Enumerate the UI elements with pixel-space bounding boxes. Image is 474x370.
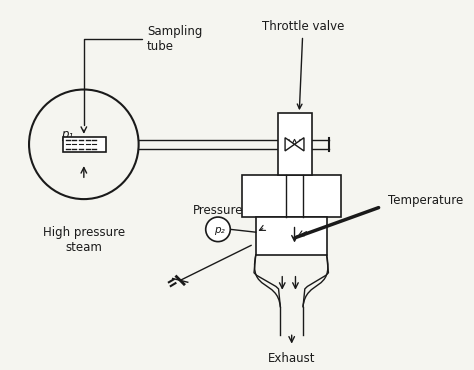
Bar bbox=[256, 217, 327, 255]
Text: Sampling
tube: Sampling tube bbox=[84, 25, 202, 125]
Text: p₁: p₁ bbox=[61, 128, 73, 141]
Text: Temperature: Temperature bbox=[388, 195, 463, 208]
Polygon shape bbox=[285, 138, 294, 151]
Text: High pressure
steam: High pressure steam bbox=[43, 226, 125, 253]
Text: Exhaust: Exhaust bbox=[268, 352, 315, 365]
Text: Pressure: Pressure bbox=[193, 204, 243, 217]
Text: p₂: p₂ bbox=[214, 225, 224, 235]
Bar bbox=[63, 137, 106, 152]
Bar bbox=[242, 175, 341, 217]
Polygon shape bbox=[294, 138, 304, 151]
Text: Throttle valve: Throttle valve bbox=[262, 20, 344, 109]
Circle shape bbox=[206, 217, 230, 242]
Bar bbox=[277, 113, 311, 175]
